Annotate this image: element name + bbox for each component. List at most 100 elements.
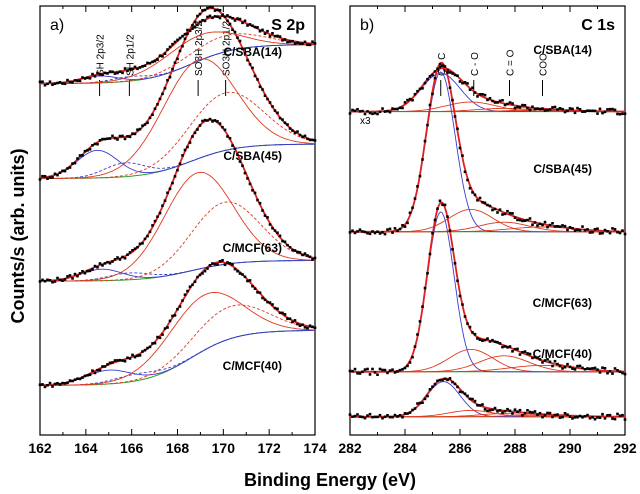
data-point: [621, 229, 624, 232]
data-point: [546, 358, 549, 361]
data-point: [468, 397, 472, 401]
data-point: [246, 58, 249, 62]
data-point: [71, 81, 74, 84]
data-point: [181, 34, 184, 38]
data-point: [443, 203, 447, 207]
data-point: [101, 73, 104, 77]
data-point: [416, 89, 419, 93]
data-point: [218, 122, 222, 125]
data-point: [426, 272, 429, 275]
data-point: [271, 32, 274, 35]
data-point: [116, 256, 119, 259]
data-point: [473, 399, 477, 403]
data-point: [136, 354, 139, 358]
data-point: [113, 72, 117, 75]
data-point: [226, 261, 229, 264]
data-point: [228, 137, 232, 140]
data-point: [216, 263, 219, 266]
series-label: C/SBA(14): [533, 43, 592, 57]
data-point: [168, 45, 172, 49]
series-c-sba-14-: C/SBA(14): [348, 43, 627, 116]
data-point: [463, 81, 467, 84]
series-label: C/MCF(63): [223, 241, 282, 255]
data-point: [548, 108, 552, 111]
data-point: [236, 17, 239, 20]
data-point: [166, 48, 169, 51]
data-point: [241, 273, 244, 276]
data-point: [431, 92, 434, 96]
data-point: [538, 411, 542, 415]
data-point: [476, 95, 479, 98]
data-point: [188, 285, 192, 288]
data-point: [198, 20, 202, 24]
data-point: [98, 139, 102, 142]
data-point: [81, 270, 84, 273]
data-point: [446, 71, 449, 74]
data-point: [276, 111, 279, 115]
data-point: [366, 414, 369, 417]
data-point: [153, 219, 157, 223]
data-point: [73, 161, 77, 165]
data-point: [206, 119, 209, 122]
data-point: [623, 418, 627, 421]
data-point: [183, 293, 187, 296]
data-point: [166, 79, 169, 82]
data-point: [521, 103, 524, 107]
data-point: [398, 227, 402, 231]
data-point: [563, 224, 567, 228]
data-point: [38, 178, 42, 181]
data-point: [573, 416, 577, 419]
data-point: [178, 36, 182, 40]
series-label: C/MCF(63): [533, 296, 592, 310]
data-point: [86, 76, 89, 80]
data-point: [166, 191, 169, 195]
data-point: [146, 61, 149, 65]
data-point: [443, 69, 447, 72]
data-point: [541, 107, 544, 110]
data-point: [186, 32, 189, 36]
data-point: [303, 252, 307, 255]
data-point: [196, 128, 199, 131]
data-point: [143, 123, 147, 126]
data-point: [561, 224, 564, 227]
data-point: [588, 367, 592, 371]
data-point: [611, 417, 614, 420]
data-point: [116, 359, 119, 362]
data-point: [191, 24, 194, 27]
data-point: [236, 153, 239, 156]
data-point: [303, 326, 307, 329]
data-point: [308, 324, 312, 327]
x-tick-label: 286: [448, 440, 472, 456]
data-point: [566, 413, 569, 416]
data-point: [368, 111, 372, 115]
data-point: [88, 373, 92, 377]
data-point: [523, 104, 527, 107]
data-point: [536, 107, 539, 110]
data-point: [588, 109, 592, 113]
data-point: [583, 415, 587, 418]
series-c-sba-45-: C/SBA(45): [348, 61, 627, 236]
data-point: [231, 28, 234, 31]
data-point: [178, 49, 182, 53]
data-point: [216, 15, 219, 18]
data-point: [396, 107, 399, 111]
series-c-mcf-40-: C/MCF(40): [38, 259, 317, 389]
data-point: [123, 256, 127, 260]
x-tick-label: 170: [212, 440, 236, 456]
data-point: [581, 110, 584, 113]
data-point: [371, 112, 374, 116]
data-point: [576, 364, 579, 368]
data-point: [198, 273, 202, 277]
data-point: [176, 307, 179, 311]
data-point: [441, 378, 444, 382]
data-point: [171, 42, 174, 46]
data-point: [486, 337, 489, 340]
data-point: [433, 76, 437, 80]
data-point: [243, 171, 247, 175]
data-point: [586, 413, 589, 417]
data-point: [403, 366, 407, 370]
data-point: [426, 77, 429, 81]
data-point: [181, 154, 184, 157]
data-point: [156, 215, 159, 218]
data-point: [263, 214, 267, 217]
